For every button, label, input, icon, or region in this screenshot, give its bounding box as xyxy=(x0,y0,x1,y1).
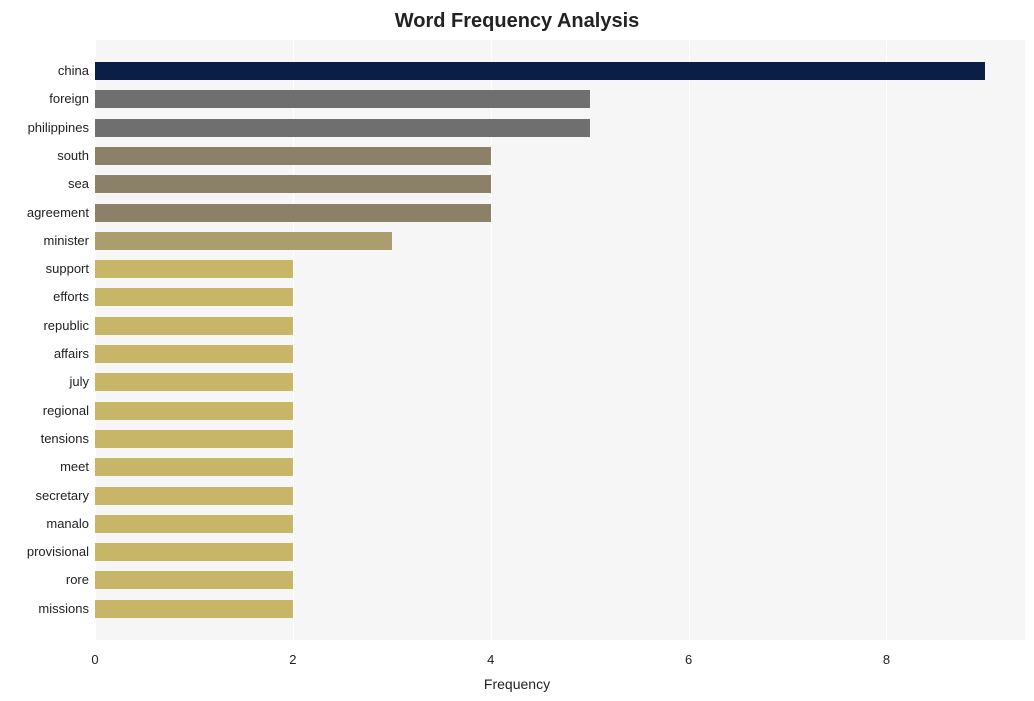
bar-missions xyxy=(95,600,293,618)
y-label-manalo: manalo xyxy=(46,515,89,533)
bar-china xyxy=(95,62,985,80)
x-tick-8: 8 xyxy=(883,652,890,667)
y-label-affairs: affairs xyxy=(54,345,89,363)
y-label-philippines: philippines xyxy=(28,119,89,137)
bar-efforts xyxy=(95,288,293,306)
y-label-missions: missions xyxy=(38,600,89,618)
gridline xyxy=(689,40,690,640)
y-label-meet: meet xyxy=(60,458,89,476)
y-label-secretary: secretary xyxy=(36,487,89,505)
bar-rore xyxy=(95,571,293,589)
plot-area: chinaforeignphilippinessouthseaagreement… xyxy=(95,40,1025,640)
bar-philippines xyxy=(95,119,590,137)
bar-minister xyxy=(95,232,392,250)
bar-regional xyxy=(95,402,293,420)
bar-affairs xyxy=(95,345,293,363)
bar-agreement xyxy=(95,204,491,222)
bar-foreign xyxy=(95,90,590,108)
bar-meet xyxy=(95,458,293,476)
chart-title: Word Frequency Analysis xyxy=(0,10,1034,33)
y-label-regional: regional xyxy=(43,402,89,420)
word-frequency-chart: Word Frequency Analysis chinaforeignphil… xyxy=(0,0,1034,701)
y-label-china: china xyxy=(58,62,89,80)
bar-south xyxy=(95,147,491,165)
bar-july xyxy=(95,373,293,391)
x-tick-0: 0 xyxy=(91,652,98,667)
gridline xyxy=(886,40,887,640)
x-tick-4: 4 xyxy=(487,652,494,667)
x-tick-2: 2 xyxy=(289,652,296,667)
y-label-south: south xyxy=(57,147,89,165)
x-axis-label: Frequency xyxy=(0,676,1034,692)
y-label-tensions: tensions xyxy=(41,430,89,448)
y-label-sea: sea xyxy=(68,175,89,193)
y-label-minister: minister xyxy=(43,232,89,250)
y-label-agreement: agreement xyxy=(27,204,89,222)
y-label-provisional: provisional xyxy=(27,543,89,561)
bar-republic xyxy=(95,317,293,335)
y-label-foreign: foreign xyxy=(49,90,89,108)
y-label-republic: republic xyxy=(43,317,89,335)
y-label-july: july xyxy=(69,373,89,391)
bar-manalo xyxy=(95,515,293,533)
y-label-support: support xyxy=(46,260,89,278)
y-label-efforts: efforts xyxy=(53,288,89,306)
bar-provisional xyxy=(95,543,293,561)
y-label-rore: rore xyxy=(66,571,89,589)
bar-secretary xyxy=(95,487,293,505)
bar-tensions xyxy=(95,430,293,448)
bar-sea xyxy=(95,175,491,193)
x-tick-6: 6 xyxy=(685,652,692,667)
bar-support xyxy=(95,260,293,278)
